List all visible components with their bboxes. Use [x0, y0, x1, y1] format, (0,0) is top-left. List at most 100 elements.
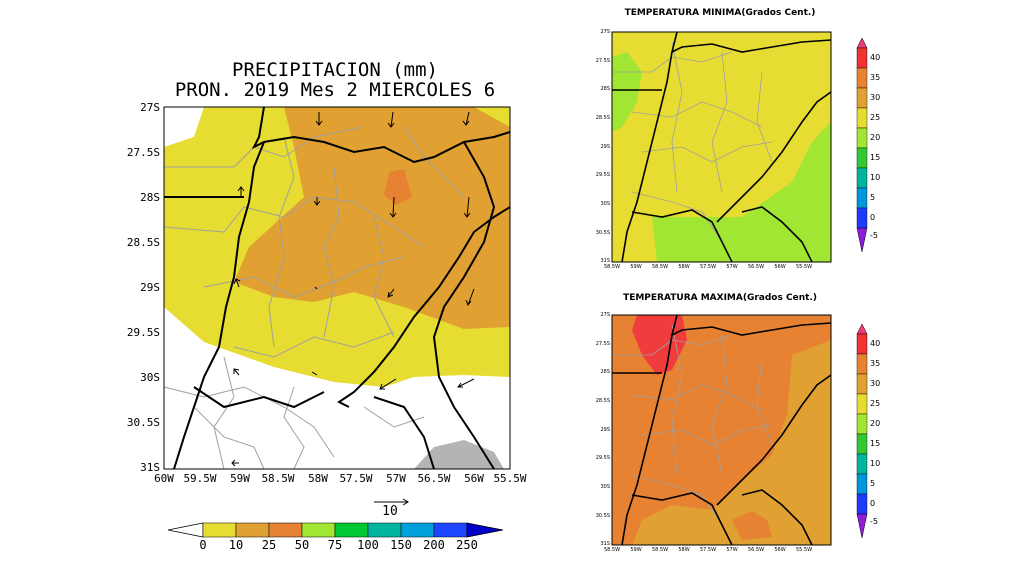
main-map-title-line2: PRON. 2019 Mes 2 MIERCOLES 6	[174, 79, 496, 101]
lon-tick: 58.5W	[261, 472, 295, 485]
lon-tick: 58.5W	[603, 547, 621, 553]
lat-tick: 30S	[600, 201, 610, 207]
colorbar-label: 40	[870, 339, 881, 348]
colorbar-label: 25	[870, 113, 881, 122]
lat-tick: 27S	[600, 29, 610, 35]
lat-tick: 29.5S	[595, 455, 610, 461]
lon-tick: 58W	[678, 547, 690, 553]
lon-tick: 56W	[464, 472, 484, 485]
lat-tick: 30.5S	[595, 230, 610, 236]
colorbar-label: 150	[390, 538, 412, 552]
colorbar-label: -5	[870, 231, 878, 240]
lat-tick: 30.5S	[126, 416, 160, 429]
lat-tick: 28.5S	[595, 115, 610, 121]
lon-tick: 55.5W	[493, 472, 527, 485]
colorbar-label: -5	[870, 517, 878, 526]
colorbar-label: 100	[357, 538, 379, 552]
wind-vectors	[231, 111, 475, 467]
colorbar-label: 10	[228, 538, 244, 552]
max-map-title: TEMPERATURA MAXIMA(Grados Cent.)	[623, 293, 817, 303]
precip-colorbar	[167, 522, 504, 538]
lat-tick: 27S	[140, 101, 160, 114]
colorbar-label: 20	[870, 419, 881, 428]
lon-tick: 56.5W	[747, 547, 765, 553]
lat-tick: 29S	[140, 281, 160, 294]
lon-tick: 57W	[726, 264, 738, 270]
colorbar-label: 15	[870, 153, 881, 162]
max-colorbar	[856, 323, 868, 539]
colorbar-label: 30	[870, 379, 881, 388]
main-map-title-line1: PRECIPITACION (mm)	[232, 59, 438, 81]
lon-tick: 59W	[630, 264, 642, 270]
river-uruguay	[337, 206, 511, 408]
lon-tick: 57W	[386, 472, 406, 485]
lat-tick: 31S	[600, 258, 610, 264]
brazil-border	[432, 141, 496, 470]
lat-tick: 27.5S	[595, 58, 610, 64]
lon-tick: 58.5W	[603, 264, 621, 270]
lon-tick: 57W	[726, 547, 738, 553]
lon-tick: 58W	[308, 472, 328, 485]
colorbar-label: 0	[870, 499, 876, 508]
colorbar-label: 15	[870, 439, 881, 448]
lon-tick: 60W	[154, 472, 174, 485]
lat-tick: 28S	[600, 369, 610, 375]
lon-tick: 58.5W	[651, 264, 669, 270]
lat-tick: 28.5S	[126, 236, 160, 249]
lat-tick: 28S	[140, 191, 160, 204]
colorbar-label: 200	[423, 538, 445, 552]
lat-tick: 29S	[600, 144, 610, 150]
lat-tick: 29.5S	[126, 326, 160, 339]
min-map-plot	[611, 31, 832, 263]
colorbar-label: 10	[870, 459, 881, 468]
tmax-zone-25-30-east	[632, 340, 831, 545]
lon-tick: 56W	[774, 264, 786, 270]
lat-tick: 28.5S	[595, 398, 610, 404]
lon-tick: 56W	[774, 547, 786, 553]
colorbar-label: 5	[870, 479, 876, 488]
colorbar-label: 30	[870, 93, 881, 102]
min-map-title: TEMPERATURA MINIMA(Grados Cent.)	[624, 8, 816, 18]
colorbar-label: 25	[261, 538, 277, 552]
lon-tick: 55.5W	[795, 547, 813, 553]
colorbar-label: 250	[456, 538, 478, 552]
colorbar-label: 10	[870, 173, 881, 182]
colorbar-label: 50	[294, 538, 310, 552]
lon-tick: 55.5W	[795, 264, 813, 270]
colorbar-label: 20	[870, 133, 881, 142]
lon-tick: 59.5W	[183, 472, 217, 485]
colorbar-label: 5	[870, 193, 876, 202]
lon-tick: 56.5W	[417, 472, 451, 485]
tmax-zone-30-35-south	[732, 511, 772, 540]
lon-tick: 58.5W	[651, 547, 669, 553]
main-map-plot	[163, 106, 511, 470]
lon-tick: 57.5W	[339, 472, 373, 485]
lat-tick: 30S	[600, 484, 610, 490]
lat-tick: 30S	[140, 371, 160, 384]
lat-tick: 31S	[140, 461, 160, 474]
colorbar-label: 35	[870, 359, 881, 368]
colorbar-label: 40	[870, 53, 881, 62]
lat-tick: 29S	[600, 427, 610, 433]
lat-tick: 28S	[600, 86, 610, 92]
lon-tick: 56.5W	[747, 264, 765, 270]
lon-tick: 57.5W	[699, 264, 717, 270]
colorbar-label: 0	[199, 538, 207, 552]
lon-tick: 58W	[678, 264, 690, 270]
min-colorbar	[856, 37, 868, 253]
vector-reference-arrow	[374, 498, 409, 506]
max-map-plot	[611, 314, 832, 546]
lat-tick: 30.5S	[595, 513, 610, 519]
lon-tick: 59W	[630, 547, 642, 553]
colorbar-label: 35	[870, 73, 881, 82]
lat-tick: 27S	[600, 312, 610, 318]
lon-tick: 57.5W	[699, 547, 717, 553]
colorbar-label: 75	[327, 538, 343, 552]
lat-tick: 27.5S	[595, 341, 610, 347]
vector-reference-label: 10	[382, 504, 398, 519]
lat-tick: 29.5S	[595, 172, 610, 178]
precip-zone-25-50	[234, 107, 510, 329]
lat-tick: 31S	[600, 541, 610, 547]
lat-tick: 27.5S	[126, 146, 160, 159]
river-parana-west	[173, 141, 265, 470]
